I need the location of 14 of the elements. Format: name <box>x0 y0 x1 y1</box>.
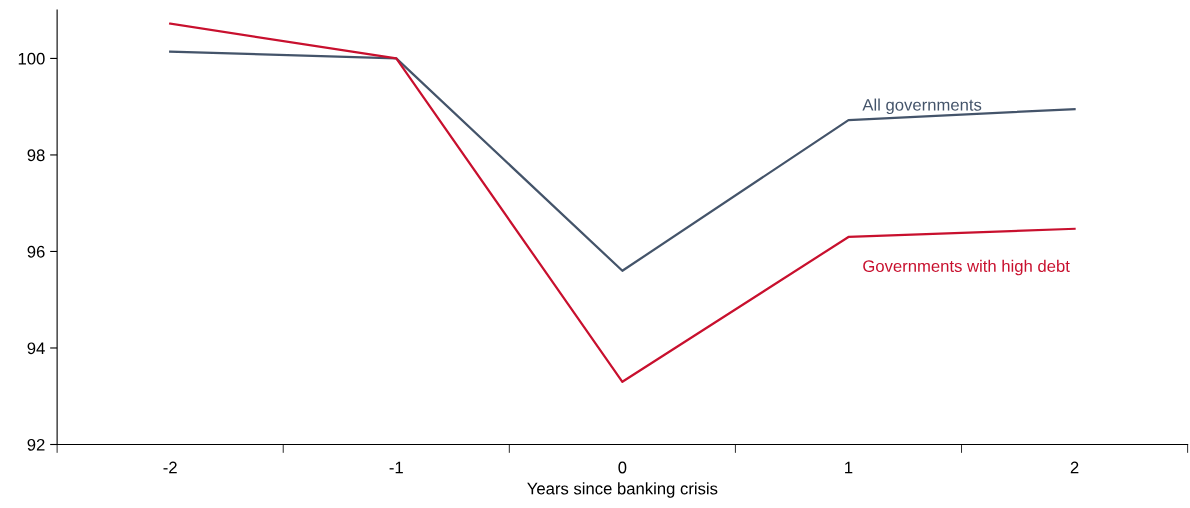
series-label: All governments <box>862 98 982 115</box>
x-axis-title: Years since banking crisis <box>527 482 718 498</box>
x-tick-label: -1 <box>389 461 403 474</box>
y-tick-label: 98 <box>27 149 45 162</box>
x-tick-label: 1 <box>845 461 853 474</box>
x-tick-label: 0 <box>618 461 627 474</box>
series-label: Governments with high debt <box>863 259 1070 276</box>
line-series <box>169 22 1076 383</box>
y-tick-label: 100 <box>18 52 45 65</box>
y-tick-label: 92 <box>27 438 45 451</box>
x-tick-label: -2 <box>163 461 177 474</box>
y-tick-label: 94 <box>27 342 45 355</box>
x-tick-label: 2 <box>1070 461 1079 474</box>
y-tick-label: 96 <box>27 245 45 258</box>
